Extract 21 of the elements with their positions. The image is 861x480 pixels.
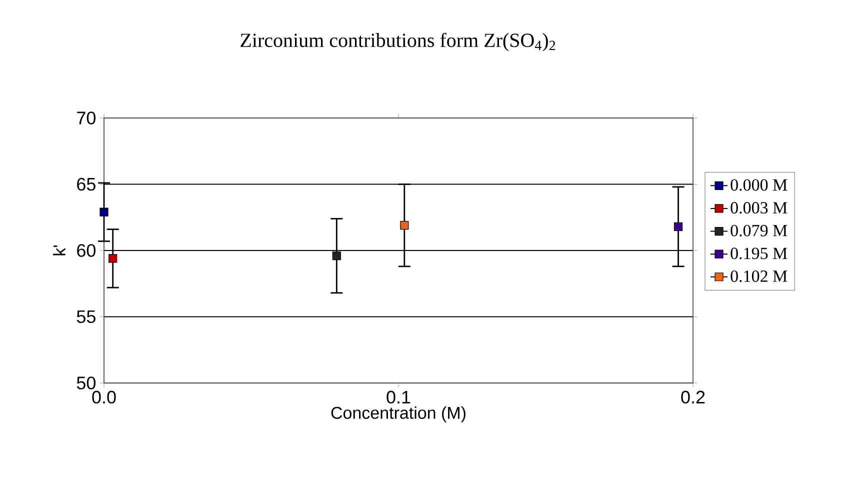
legend-label: 0.195 M (730, 248, 788, 260)
legend-label: 0.079 M (730, 224, 788, 236)
point (332, 252, 341, 260)
point (100, 208, 108, 216)
point (108, 254, 118, 263)
x-axis-title: Concentration (M) (331, 406, 466, 422)
x-tick-label: 0.1 (386, 390, 410, 404)
point (674, 222, 683, 231)
y-tick-label: 50 (76, 376, 96, 390)
chart-title: Zirconium contributions form Zr(SO$_{4}$)$_{2}$ (240, 32, 556, 52)
point (400, 221, 409, 230)
x-tick-label: 0.2 (681, 390, 705, 404)
y-tick-label: 55 (76, 310, 96, 324)
legend-label: 0.000 M (730, 179, 788, 191)
y-tick-label: 65 (77, 178, 96, 191)
legend-label: 0.003 M (730, 202, 788, 214)
y-tick-label: 70 (77, 112, 96, 124)
y-tick-label: 60 (77, 244, 96, 257)
y-axis-title: k' (53, 245, 66, 256)
legend-label: 0.102 M (730, 270, 788, 282)
x-tick-label: 0.0 (92, 390, 116, 404)
